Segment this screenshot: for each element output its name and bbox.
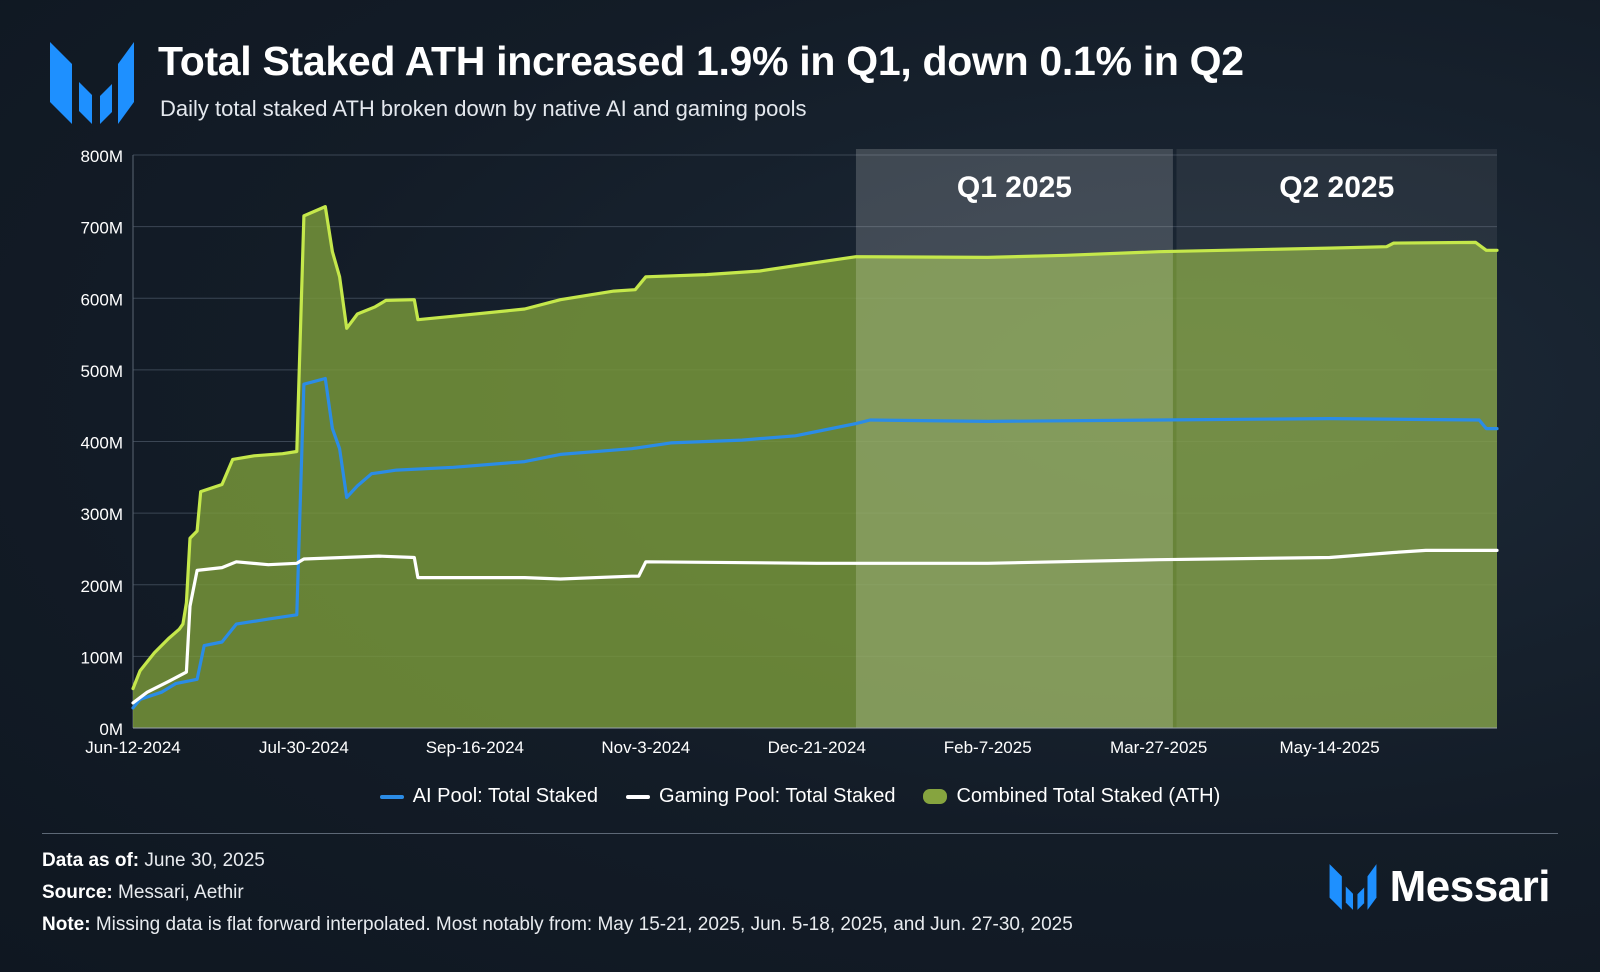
brand-logo: Messari	[1328, 862, 1551, 912]
quarter-band-label-1: Q1 2025	[957, 171, 1072, 204]
data-as-of-value: June 30, 2025	[139, 850, 265, 871]
x-tick-label: Sep-16-2024	[426, 738, 524, 757]
y-tick-label: 200M	[80, 577, 123, 596]
x-tick-label: Dec-21-2024	[768, 738, 866, 757]
y-tick-label: 0M	[99, 720, 123, 739]
quarter-band-1	[855, 149, 1173, 728]
y-tick-label: 800M	[80, 147, 123, 166]
x-tick-label: Jun-12-2024	[85, 738, 180, 757]
x-tick-label: Nov-3-2024	[601, 738, 690, 757]
chart-legend: AI Pool: Total Staked Gaming Pool: Total…	[0, 785, 1600, 808]
note-value: Missing data is flat forward interpolate…	[90, 914, 1073, 935]
source-line: Source: Messari, Aethir	[42, 877, 1073, 909]
quarter-band-label-2: Q2 2025	[1279, 171, 1394, 204]
page-subtitle: Daily total staked ATH broken down by na…	[160, 96, 807, 121]
quarter-band-2	[1176, 149, 1497, 728]
ai-pool-line	[131, 376, 1499, 710]
x-tick-label: Feb-7-2025	[944, 738, 1032, 757]
messari-brand-icon	[1329, 864, 1377, 910]
legend-swatch-gaming	[626, 794, 651, 799]
footer-divider	[42, 833, 1558, 834]
legend-label-gaming: Gaming Pool: Total Staked	[659, 785, 896, 807]
x-tick-label: Jul-30-2024	[259, 738, 349, 757]
combined-area	[133, 206, 1497, 729]
data-as-of-line: Data as of: June 30, 2025	[42, 845, 1073, 877]
footer-notes: Data as of: June 30, 2025 Source: Messar…	[42, 845, 1073, 941]
legend-swatch-ai	[379, 794, 404, 799]
messari-logo-icon	[50, 42, 134, 124]
y-tick-label: 500M	[80, 362, 123, 381]
y-tick-label: 400M	[80, 434, 123, 453]
source-label: Source:	[42, 882, 113, 903]
brand-name: Messari	[1389, 862, 1551, 911]
legend-label-ai: AI Pool: Total Staked	[412, 785, 599, 807]
source-value: Messari, Aethir	[112, 882, 244, 903]
legend-swatch-combined	[923, 789, 948, 804]
y-tick-label: 600M	[80, 290, 123, 309]
page-title: Total Staked ATH increased 1.9% in Q1, d…	[158, 38, 1244, 84]
note-line: Note: Missing data is flat forward inter…	[42, 909, 1073, 941]
data-as-of-label: Data as of:	[42, 850, 140, 871]
x-tick-label: May-14-2025	[1280, 738, 1380, 757]
y-tick-label: 700M	[80, 219, 123, 238]
legend-item-gaming: Gaming Pool: Total Staked	[626, 785, 895, 808]
legend-item-combined: Combined Total Staked (ATH)	[923, 785, 1220, 808]
combined-line	[131, 205, 1499, 691]
legend-label-combined: Combined Total Staked (ATH)	[956, 785, 1221, 807]
staked-ath-chart: 0M 100M 200M 300M 400M 500M 600M 700M 800M Q1 202…	[80, 147, 1499, 757]
y-tick-label: 300M	[80, 505, 123, 524]
legend-item-ai: AI Pool: Total Staked	[379, 785, 599, 808]
note-label: Note:	[42, 914, 91, 935]
gaming-pool-line	[131, 548, 1499, 705]
x-tick-label: Mar-27-2025	[1110, 738, 1207, 757]
y-tick-label: 100M	[80, 648, 123, 667]
